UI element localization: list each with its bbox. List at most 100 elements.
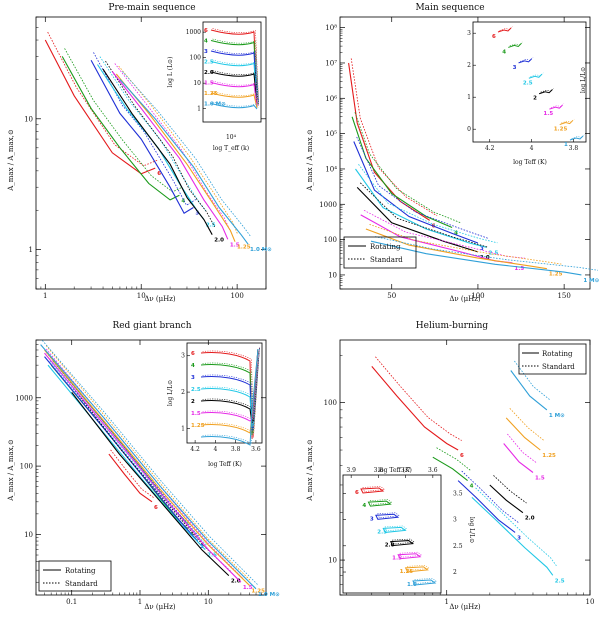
inset-y-tick-label: 3.5	[453, 490, 463, 497]
inset-y-tick-label: 1000	[186, 29, 201, 36]
y-tick-label: 100	[324, 236, 337, 244]
mass-label: 1.0 M⊙	[258, 592, 280, 598]
x-tick-label: 0.1	[66, 598, 77, 606]
series-line-rotating-6	[371, 366, 459, 451]
inset-frame	[202, 21, 262, 123]
series-line-rotating-1.5	[111, 71, 229, 240]
inset-track-standard-4	[369, 499, 393, 505]
inset-y-tick-label: 2.5	[453, 543, 463, 550]
inset-mass-label: 2.5	[204, 60, 214, 66]
series-line-standard-4	[64, 48, 182, 193]
inset-track-4	[200, 348, 259, 436]
series-line-rotating-3	[353, 141, 479, 244]
inset-y-tick-label: 2	[181, 389, 185, 396]
series-line-rotating-1.5	[44, 352, 242, 583]
series-line-rotating-2.0	[356, 187, 479, 253]
panel-pre-main-sequence: Pre-main sequence Δν (μHz) A_max / A_max…	[7, 3, 272, 303]
inset-mass-label: 2	[191, 399, 195, 405]
x-tick-label: 100	[471, 292, 484, 300]
legend-box	[518, 343, 587, 375]
panel-title: Main sequence	[415, 3, 484, 13]
inset-track-standard-2.5	[202, 347, 260, 426]
y-tick-label: 10	[328, 271, 337, 279]
inset-track-3	[375, 513, 400, 520]
inset-mass-labels: 6 4 3 2.5 2.0 1.5 1.25 1.0 M⊙	[204, 28, 226, 108]
inset-track-2.5	[210, 61, 258, 106]
inset-x-tick-label: 3.8	[374, 467, 384, 474]
inset-x-label: log Teff (K)	[513, 159, 547, 166]
y-tick-label: 1000	[319, 201, 337, 209]
series-line-rotating-6	[44, 39, 156, 175]
series-line-standard-4	[436, 447, 472, 472]
series-line-rotating-1.0	[370, 240, 582, 276]
plot-frame	[35, 339, 267, 596]
inset-x-tick-label: 3.6	[428, 467, 438, 474]
inset-track-standard-1.5	[212, 80, 259, 106]
mass-label: 1.5	[514, 266, 524, 272]
series-line-standard-1.0	[374, 236, 598, 271]
panel-main-sequence: Main sequence Δν (μHz) A_max / A_max,⊙ 5…	[306, 3, 599, 303]
series-line-rotating-4	[432, 456, 468, 482]
inset-ticks: 1 10 100 1000	[186, 29, 206, 113]
inset-mass-label: 3	[370, 516, 374, 522]
inset-mass-label: 6	[204, 28, 208, 34]
axis-ticks: 0.1 1 10 10 100 1000	[15, 339, 267, 606]
inset-track-standard-4	[509, 41, 523, 47]
inset-mass-labels: 6 4 3 2.5 2 1.5 1.25 1	[492, 34, 568, 148]
series-line-standard-3	[93, 52, 197, 206]
legend-rotating-label: Rotating	[370, 243, 401, 251]
series-line-standard-2.5	[358, 164, 498, 244]
inset-y-label: log L/L⊙	[580, 67, 587, 93]
mass-label: 2.0	[525, 516, 535, 522]
inset-mass-labels: 6 4 3 2.5 2.0 1.5 1.25 1.0	[355, 490, 417, 588]
series-line-standard-6	[375, 356, 462, 441]
inset-mass-label: 4	[362, 503, 366, 509]
panel-title: Helium-burning	[416, 321, 489, 331]
inset-track-standard-6	[202, 347, 260, 438]
series-line-standard-1.5	[507, 433, 537, 464]
inset-y-tick-label: 2	[453, 569, 457, 576]
inset-track-1.25	[210, 92, 258, 109]
y-axis-label: A_max / A_max,⊙	[7, 129, 15, 192]
inset-track-3	[200, 348, 259, 432]
mass-label: 1.5	[243, 585, 253, 591]
inset-mass-label: 2.5	[191, 387, 201, 393]
inset-track-6	[200, 348, 259, 440]
series-line-standard-1.25	[45, 345, 252, 582]
inset-mass-label: 2.0	[385, 543, 395, 549]
plot-frame	[339, 16, 591, 290]
x-tick-label: 10	[137, 292, 146, 300]
inset-mass-label: 4	[204, 39, 208, 45]
series-line-rotating-6	[348, 62, 430, 221]
inset-y-tick-label: 1	[181, 425, 185, 432]
legend: Rotating Standard	[518, 343, 587, 375]
inset-frame	[186, 342, 263, 444]
inset-track-standard-6	[362, 486, 386, 492]
mass-label: 1.25	[549, 272, 563, 278]
series-line-standard-2.5	[99, 56, 207, 212]
inset-y-label: log L (L⊙)	[167, 57, 174, 88]
inset-mass-label: 1.25	[554, 127, 568, 133]
inset-mass-label: 2.5	[523, 80, 533, 86]
inset-y-label: log L/L⊙	[167, 380, 174, 406]
x-tick-label: 50	[387, 292, 396, 300]
panel-helium-burning: Helium-burning Δν (μHz) A_max / A_max,⊙ …	[306, 321, 594, 611]
mass-label: 3	[517, 535, 521, 541]
inset-x-label: log Teff (K)	[208, 461, 242, 468]
mass-label: 2.5	[489, 250, 499, 256]
inset-track-1.0	[412, 579, 437, 586]
mass-label: 6	[460, 453, 464, 459]
x-tick-label: 1	[138, 598, 142, 606]
y-axis-label: A_max / A_max,⊙	[306, 439, 314, 502]
inset-x-tick-label: 3.6	[251, 446, 261, 453]
inset-mass-label: 1.25	[400, 569, 414, 575]
inset-mass-label: 1.0 M⊙	[204, 102, 226, 108]
inset-mass-label: 1.25	[204, 91, 218, 97]
inset-mass-label: 4	[191, 363, 195, 369]
axis-ticks: 1 10 100 1 10	[24, 16, 267, 300]
series-line-standard-2.0	[360, 182, 489, 248]
inset-track-standard-1.25	[406, 565, 430, 571]
